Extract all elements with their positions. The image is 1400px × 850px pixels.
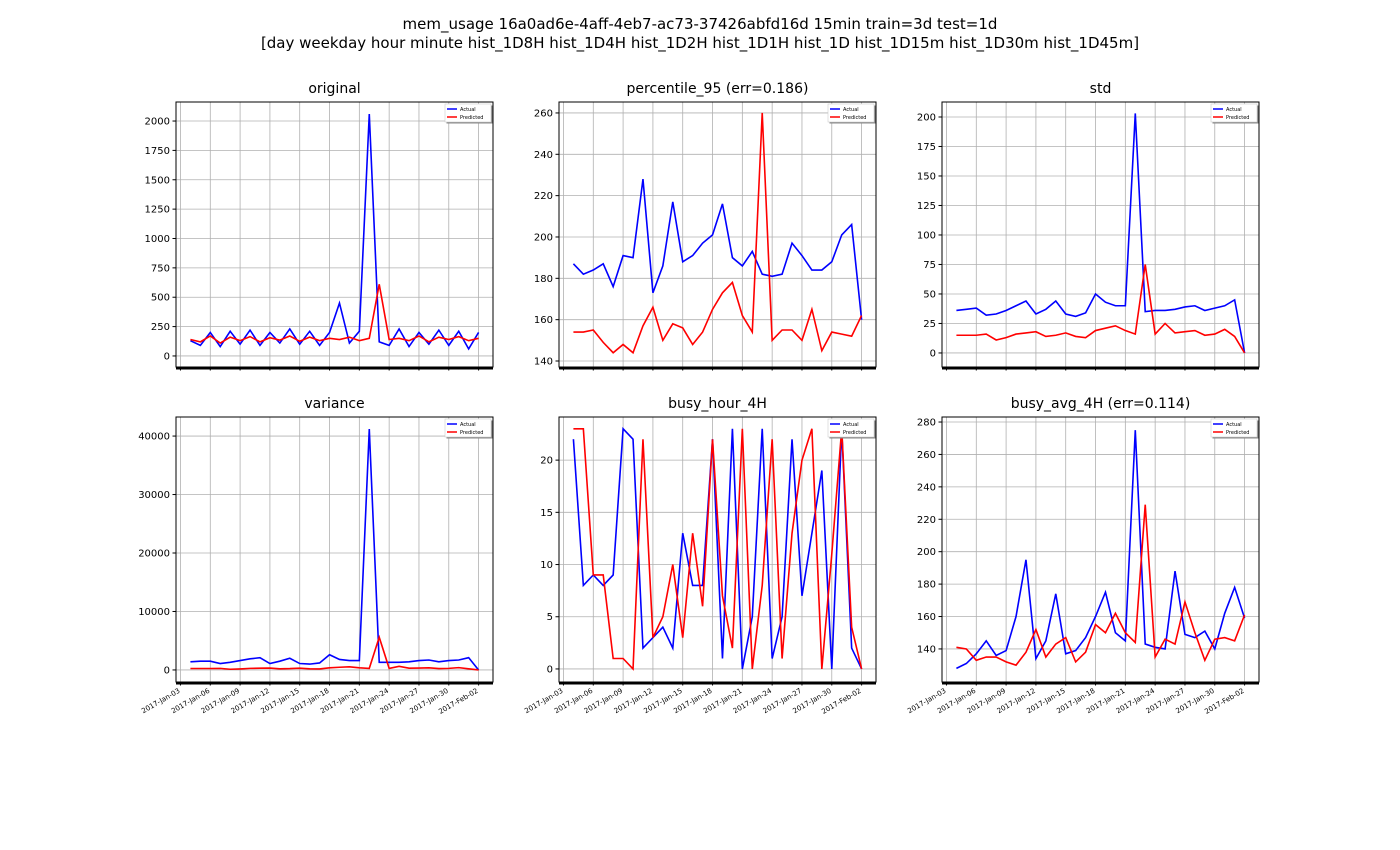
y-tick-label: 140 xyxy=(534,357,553,368)
axes-frame xyxy=(941,416,1260,683)
subplot-title: std xyxy=(1090,81,1112,97)
series-line xyxy=(190,429,480,671)
y-tick-label: 0 xyxy=(164,351,170,362)
y-tick-label: 175 xyxy=(917,142,936,153)
series-line xyxy=(190,284,479,344)
y-tick-label: 250 xyxy=(151,322,170,333)
axes-frame xyxy=(175,101,494,368)
legend-label: Predicted xyxy=(460,115,483,121)
y-tick-label: 260 xyxy=(917,450,936,461)
minor-ticks xyxy=(176,367,493,370)
legend-label: Actual xyxy=(843,107,859,113)
legend-label: Actual xyxy=(460,107,476,113)
y-tick-label: 1750 xyxy=(145,146,170,157)
legend-label: Actual xyxy=(1226,107,1242,113)
y-tick-label: 0 xyxy=(547,664,553,675)
y-tick-label: 10 xyxy=(540,560,553,571)
subplot: variance0100002000030000400002017-Jan-03… xyxy=(138,396,494,716)
y-tick-label: 125 xyxy=(917,201,936,212)
legend-label: Actual xyxy=(460,422,476,428)
y-tick-label: 160 xyxy=(917,612,936,623)
subplot-title: busy_avg_4H (err=0.114) xyxy=(1011,396,1191,412)
y-tick-label: 750 xyxy=(151,263,170,274)
y-tick-label: 140 xyxy=(917,644,936,655)
y-tick-label: 5 xyxy=(547,612,553,623)
axes-frame xyxy=(175,416,494,683)
minor-ticks xyxy=(942,682,1259,685)
y-tick-label: 25 xyxy=(923,319,936,330)
legend-label: Predicted xyxy=(843,430,866,436)
figure-title: mem_usage 16a0ad6e-4aff-4eb7-ac73-37426a… xyxy=(403,15,998,34)
y-tick-label: 160 xyxy=(534,315,553,326)
legend-label: Actual xyxy=(1226,422,1242,428)
minor-ticks xyxy=(559,367,876,370)
subplot: original 0 250 500 750 1000 1250 1500 1750 2000 Ac… xyxy=(145,81,494,371)
subplot-title: original xyxy=(308,81,360,97)
plot-area xyxy=(176,102,493,367)
series-line xyxy=(956,113,1246,354)
minor-ticks xyxy=(176,682,493,685)
y-tick-label: 200 xyxy=(534,232,553,243)
y-tick-label: 180 xyxy=(917,580,936,591)
y-tick-label: 1500 xyxy=(145,175,170,186)
minor-ticks xyxy=(942,367,1259,370)
y-tick-label: 260 xyxy=(534,108,553,119)
figure-subtitle: [day weekday hour minute hist_1D8H hist_… xyxy=(261,34,1139,53)
plot-area xyxy=(942,102,1259,367)
subplot: busy_avg_4H (err=0.114) 140 160 180 200 220 24… xyxy=(906,396,1260,716)
plot-area xyxy=(559,102,876,367)
y-tick-label: 200 xyxy=(917,547,936,558)
y-tick-label: 500 xyxy=(151,293,170,304)
series-line xyxy=(573,112,863,355)
y-tick-label: 20 xyxy=(540,456,553,467)
subplot: busy_hour_4H051015202017-Jan-032017-Jan-… xyxy=(523,396,877,716)
y-tick-label: 40000 xyxy=(138,432,170,443)
legend-label: Predicted xyxy=(843,115,866,121)
y-tick-label: 220 xyxy=(534,191,553,202)
y-tick-label: 20000 xyxy=(138,549,170,560)
y-tick-label: 0 xyxy=(164,665,170,676)
y-tick-label: 15 xyxy=(540,508,553,519)
y-tick-label: 150 xyxy=(917,171,936,182)
subplot-title: busy_hour_4H xyxy=(668,396,767,412)
subplot-title: percentile_95 (err=0.186) xyxy=(627,81,809,97)
y-tick-label: 180 xyxy=(534,274,553,285)
y-tick-label: 2000 xyxy=(145,117,170,128)
y-tick-label: 200 xyxy=(917,112,936,123)
series-line xyxy=(956,504,1246,667)
y-tick-label: 30000 xyxy=(138,490,170,501)
y-tick-label: 10000 xyxy=(138,607,170,618)
y-tick-label: 50 xyxy=(923,289,936,300)
series-line xyxy=(956,264,1246,354)
series-line xyxy=(573,428,863,671)
subplot-title: variance xyxy=(304,396,364,412)
axes-frame xyxy=(558,416,877,683)
subplot: std 0 25 50 75 100 125 150 175 200 Actual Predicted xyxy=(917,81,1260,371)
y-tick-label: 100 xyxy=(917,230,936,241)
legend-label: Predicted xyxy=(460,430,483,436)
legend-label: Predicted xyxy=(1226,115,1249,121)
legend-label: Predicted xyxy=(1226,430,1249,436)
minor-ticks xyxy=(559,682,876,685)
plot-area xyxy=(942,417,1259,682)
series-line xyxy=(572,178,863,320)
series-line xyxy=(572,426,863,670)
y-tick-label: 0 xyxy=(930,348,936,359)
axes-frame xyxy=(941,101,1260,368)
y-tick-label: 220 xyxy=(917,515,936,526)
y-tick-label: 240 xyxy=(917,482,936,493)
plot-area xyxy=(176,417,493,682)
series-line xyxy=(190,634,479,671)
y-tick-label: 240 xyxy=(534,150,553,161)
y-tick-label: 280 xyxy=(917,418,936,429)
y-tick-label: 1000 xyxy=(145,234,170,245)
y-tick-label: 75 xyxy=(923,260,936,271)
legend-label: Actual xyxy=(843,422,859,428)
subplot: percentile_95 (err=0.186) 140 160 180 200 220… xyxy=(534,81,877,371)
axes-frame xyxy=(558,101,877,368)
y-tick-label: 1250 xyxy=(145,205,170,216)
